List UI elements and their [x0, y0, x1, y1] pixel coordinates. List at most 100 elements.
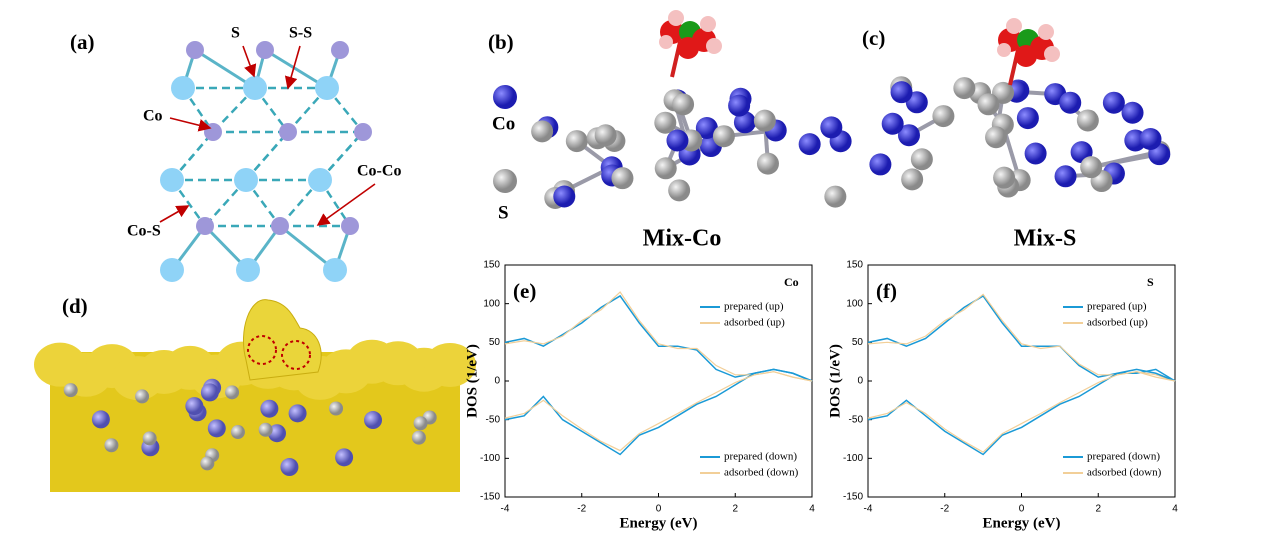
atom	[668, 179, 691, 202]
atom	[700, 16, 716, 32]
y-tick-label: 50	[489, 337, 501, 348]
x-tick-label: 0	[656, 504, 662, 515]
bond	[326, 87, 364, 133]
co-atom	[279, 123, 297, 141]
caption: Mix-Co	[643, 226, 722, 252]
s-atom	[234, 168, 258, 192]
atom	[668, 10, 684, 26]
atom	[753, 109, 776, 132]
atom	[654, 111, 677, 134]
legend-text: adsorbed (down)	[1087, 467, 1162, 479]
y-tick-label: -150	[480, 492, 500, 503]
atom	[820, 116, 843, 139]
atom	[985, 126, 1008, 149]
panel-label: (c)	[862, 26, 885, 50]
atom	[258, 422, 273, 437]
legend-text: Co	[492, 113, 515, 134]
atom	[142, 431, 157, 446]
atom	[910, 148, 933, 171]
series-line	[504, 368, 813, 456]
atom	[200, 383, 219, 402]
legend-text: prepared (up)	[1087, 301, 1147, 313]
bond	[254, 87, 289, 133]
s-atom	[323, 258, 347, 282]
atom	[185, 397, 204, 416]
atom	[672, 93, 695, 116]
x-tick-label: -2	[577, 504, 586, 515]
atom	[869, 153, 892, 176]
y-tick-label: -50	[486, 414, 501, 425]
bond	[318, 179, 352, 227]
atom	[135, 389, 150, 404]
x-tick-label: -4	[501, 504, 510, 515]
atom	[594, 124, 617, 147]
x-tick-label: 2	[732, 504, 738, 515]
s-atom	[308, 168, 332, 192]
legend-text: prepared (up)	[724, 301, 784, 313]
panel-label: (f)	[876, 279, 897, 303]
atom	[953, 77, 976, 100]
bond	[170, 179, 207, 227]
atom	[901, 168, 924, 191]
chart: -150 -100 -50 0 50 100 150 -4 -2 0 2 4 Energy (eV) DO…	[827, 260, 1178, 532]
annotation: S	[231, 25, 240, 42]
atom	[1015, 45, 1037, 67]
atom	[364, 411, 383, 430]
co-atom	[204, 123, 222, 141]
s-atom	[160, 168, 184, 192]
bond	[1090, 152, 1160, 170]
x-tick-label: 4	[809, 504, 815, 515]
atom	[63, 383, 78, 398]
annotation: S-S	[289, 25, 312, 42]
co-atom	[354, 123, 372, 141]
atom	[733, 111, 756, 134]
atom	[1006, 18, 1022, 34]
bond	[279, 179, 321, 227]
y-tick-label: 100	[846, 298, 863, 309]
atom	[225, 385, 240, 400]
atom	[207, 419, 226, 438]
bond	[287, 87, 328, 133]
legend-text: adsorbed (up)	[1087, 317, 1148, 329]
series-line	[867, 368, 1176, 456]
atom	[1024, 142, 1047, 165]
s-atom	[236, 258, 260, 282]
legend-text: adsorbed (up)	[724, 317, 785, 329]
s-atom	[315, 76, 339, 100]
atom	[897, 124, 920, 147]
y-axis-label: DOS (1/eV)	[464, 344, 480, 418]
atom	[677, 37, 699, 59]
s-atom	[160, 258, 184, 282]
bond	[204, 179, 247, 227]
s-atom	[243, 76, 267, 100]
isosurface	[242, 299, 322, 381]
atom	[280, 458, 299, 477]
atom	[230, 425, 245, 440]
atom	[329, 401, 344, 416]
panel-label: (a)	[70, 30, 95, 54]
atom	[1102, 91, 1125, 114]
atom	[565, 130, 588, 153]
atom	[91, 410, 110, 429]
highlight	[247, 335, 277, 365]
y-tick-label: 100	[483, 298, 500, 309]
atom	[335, 448, 354, 467]
y-tick-label: -150	[843, 492, 863, 503]
bond	[319, 131, 364, 181]
bond	[212, 87, 256, 133]
x-tick-label: 2	[1095, 504, 1101, 515]
y-tick-label: 50	[852, 337, 864, 348]
atom	[1054, 165, 1077, 188]
atom	[654, 157, 677, 180]
atom	[1044, 46, 1060, 62]
x-tick-label: -2	[940, 504, 949, 515]
y-tick-label: 150	[846, 260, 863, 271]
annotation: Co	[143, 108, 163, 125]
atom	[997, 43, 1011, 57]
arrows	[159, 45, 376, 226]
atom	[1059, 91, 1082, 114]
co-atom	[341, 217, 359, 235]
atom	[611, 167, 634, 190]
atom	[890, 81, 913, 104]
